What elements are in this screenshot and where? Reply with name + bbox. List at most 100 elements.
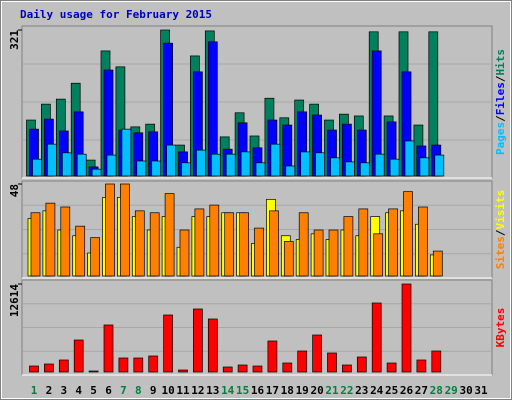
bar — [179, 229, 190, 277]
legend-separator: / — [494, 229, 507, 236]
x-tick-label: 10 — [161, 384, 174, 397]
bar — [254, 227, 264, 277]
bar — [163, 314, 173, 373]
x-tick-label: 31 — [474, 384, 488, 397]
x-tick-label: 29 — [445, 384, 458, 397]
bar — [312, 334, 322, 373]
legend: Pages/Files/Hits — [494, 49, 507, 155]
legend-separator: / — [494, 115, 507, 122]
bar — [345, 161, 355, 177]
bar — [240, 151, 251, 177]
chart-title: Daily usage for February 2015 — [20, 8, 212, 21]
x-tick-label: 7 — [120, 384, 127, 397]
bar — [419, 157, 430, 177]
x-tick-label: 3 — [60, 384, 67, 397]
bar — [282, 362, 293, 373]
bar — [209, 204, 220, 277]
legend-entry: Visits — [494, 190, 507, 230]
x-tick-label: 8 — [135, 384, 142, 397]
bar — [193, 308, 203, 373]
bar — [434, 154, 445, 177]
bar — [166, 144, 176, 177]
bar — [149, 212, 160, 277]
bar — [29, 365, 39, 373]
bar — [297, 350, 308, 373]
x-tick-label: 15 — [236, 384, 249, 397]
bar — [416, 359, 427, 373]
x-tick-label: 23 — [355, 384, 368, 397]
bar — [47, 143, 57, 177]
bar — [342, 364, 352, 373]
bar — [44, 363, 54, 373]
x-tick-label: 27 — [415, 384, 428, 397]
bar — [343, 216, 354, 277]
x-tick-label: 4 — [75, 384, 82, 397]
bar — [300, 151, 311, 177]
bar — [270, 143, 281, 177]
x-tick-label: 12 — [191, 384, 204, 397]
x-tick-label: 2 — [46, 384, 53, 397]
legend: KBytes — [494, 308, 507, 348]
bar — [389, 158, 400, 177]
x-tick-label: 25 — [385, 384, 398, 397]
bar — [222, 366, 233, 373]
bar — [269, 210, 279, 277]
bar — [90, 237, 100, 277]
bar — [255, 162, 266, 177]
bar — [330, 157, 340, 177]
bar — [106, 154, 117, 177]
bar — [327, 352, 337, 373]
bar — [151, 160, 162, 177]
bar — [148, 355, 159, 373]
x-tick-label: 24 — [370, 384, 384, 397]
bar — [225, 153, 236, 177]
bar — [252, 365, 263, 373]
bar — [401, 283, 412, 373]
x-tick-label: 30 — [459, 384, 472, 397]
bar — [45, 202, 56, 277]
bar — [315, 152, 325, 177]
bar — [103, 324, 114, 373]
bar — [432, 250, 443, 277]
x-tick-label: 19 — [296, 384, 309, 397]
x-tick-label: 21 — [325, 384, 339, 397]
legend-entry: Pages — [494, 122, 507, 155]
x-tick-label: 26 — [400, 384, 414, 397]
x-tick-label: 9 — [150, 384, 157, 397]
legend-entry: Sites — [494, 236, 507, 269]
x-tick-label: 14 — [221, 384, 235, 397]
x-tick-label: 16 — [251, 384, 265, 397]
bar — [118, 357, 129, 373]
bar — [224, 212, 235, 277]
bar — [136, 160, 147, 177]
bar — [358, 208, 369, 277]
bar — [120, 183, 130, 277]
x-tick-label: 1 — [31, 384, 38, 397]
bar — [60, 206, 71, 277]
bar — [313, 229, 324, 277]
x-tick-label: 6 — [105, 384, 112, 397]
bar — [418, 206, 428, 277]
bar — [371, 302, 382, 373]
bar — [194, 208, 205, 277]
x-tick-label: 5 — [90, 384, 97, 397]
bar — [88, 370, 99, 373]
legend-entry: KBytes — [494, 308, 507, 348]
bar — [356, 356, 367, 373]
y-tick-label: 48 — [8, 184, 21, 197]
bar — [404, 140, 415, 177]
bar — [76, 153, 87, 177]
x-tick-label: 13 — [206, 384, 219, 397]
legend: Sites/Visits — [494, 190, 507, 270]
x-tick-label: 11 — [176, 384, 190, 397]
bar — [134, 210, 145, 277]
bar — [298, 212, 309, 277]
bar — [431, 350, 442, 373]
bar — [237, 364, 248, 373]
legend-separator: / — [494, 75, 507, 82]
bar — [373, 233, 384, 277]
bar — [239, 212, 249, 277]
bar — [30, 212, 41, 277]
y-tick-label: 12614 — [8, 284, 21, 317]
